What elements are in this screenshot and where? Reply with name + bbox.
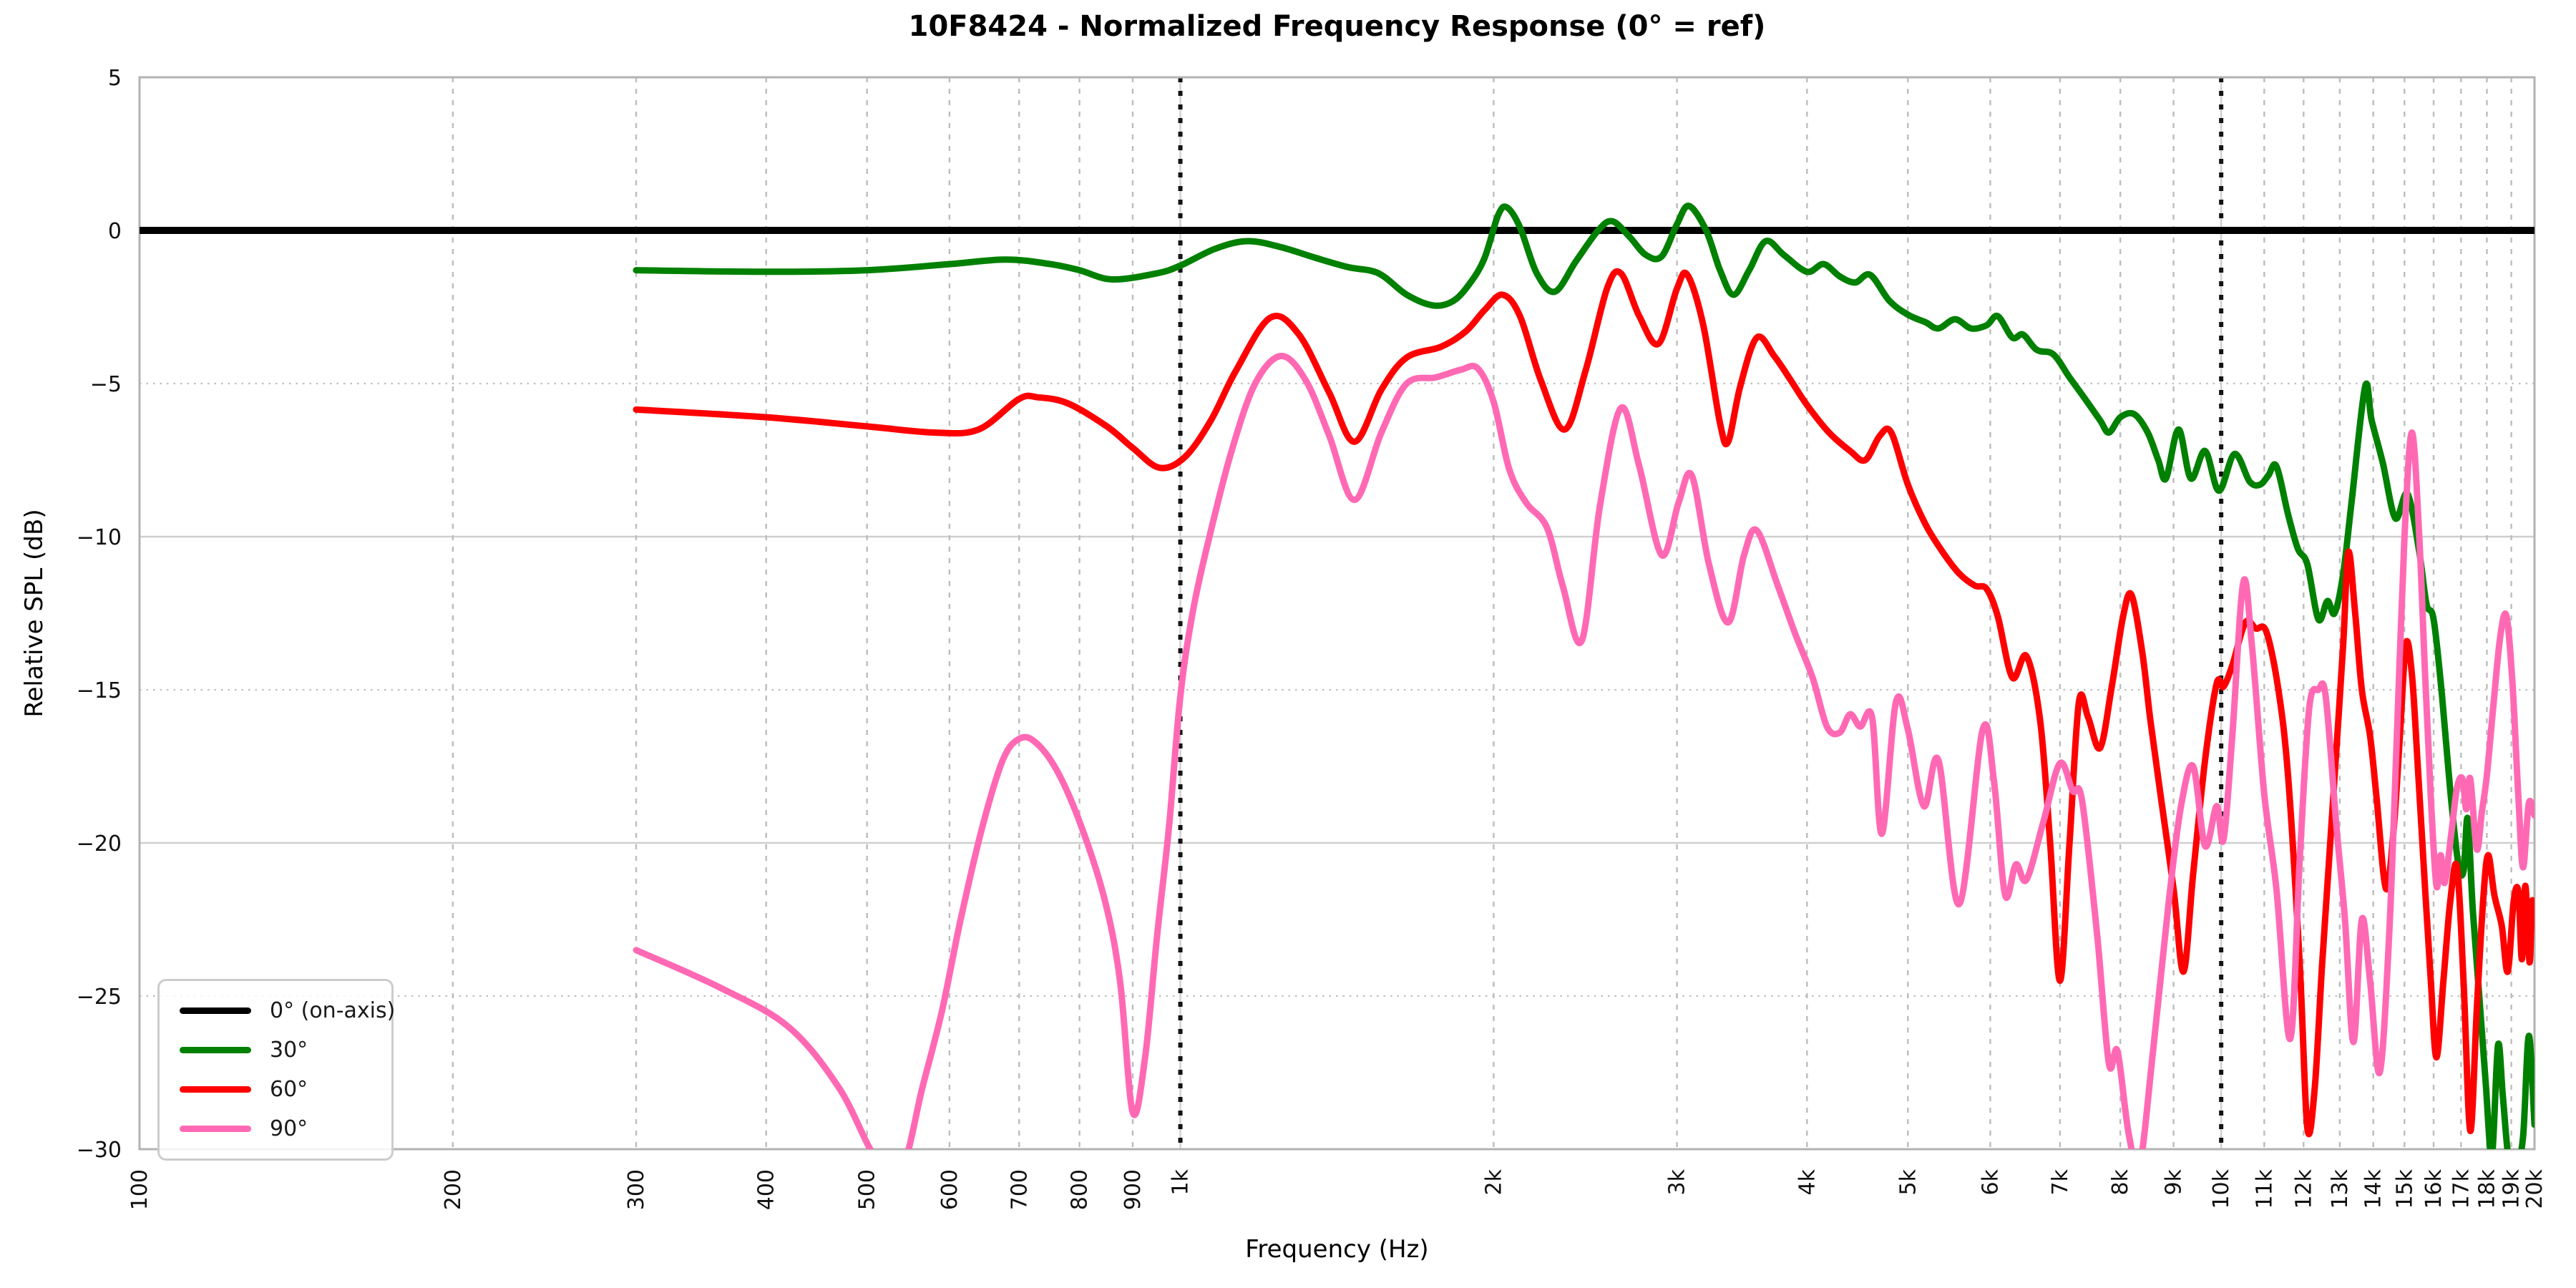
svg-text:18k: 18k	[2474, 1169, 2499, 1209]
svg-text:7k: 7k	[2048, 1169, 2073, 1195]
svg-text:−20: −20	[77, 831, 122, 857]
svg-text:20k: 20k	[2522, 1169, 2547, 1209]
legend-item: 60°	[180, 1077, 371, 1102]
legend-swatch-60deg	[180, 1086, 251, 1093]
svg-text:5k: 5k	[1896, 1169, 1921, 1195]
legend-swatch-0deg	[180, 1008, 251, 1014]
x-axis-label: Frequency (Hz)	[1245, 1235, 1429, 1264]
svg-text:14k: 14k	[2361, 1169, 2386, 1209]
svg-text:600: 600	[937, 1169, 962, 1210]
svg-text:2k: 2k	[1481, 1169, 1506, 1195]
svg-text:9k: 9k	[2162, 1169, 2187, 1195]
series-curve-1	[633, 203, 2534, 1149]
svg-text:3k: 3k	[1665, 1169, 1690, 1195]
svg-text:12k: 12k	[2291, 1169, 2316, 1209]
svg-text:400: 400	[754, 1169, 779, 1210]
svg-text:17k: 17k	[2449, 1169, 2474, 1209]
legend-item-label: 60°	[270, 1077, 308, 1102]
svg-text:500: 500	[855, 1169, 880, 1210]
svg-text:800: 800	[1068, 1169, 1093, 1210]
svg-text:19k: 19k	[2499, 1169, 2524, 1209]
legend-swatch-90deg	[180, 1126, 251, 1132]
series-curve-2	[633, 268, 2534, 1138]
svg-text:4k: 4k	[1795, 1169, 1820, 1195]
svg-text:700: 700	[1007, 1169, 1032, 1210]
svg-text:13k: 13k	[2328, 1169, 2353, 1209]
chart-title: 10F8424 - Normalized Frequency Response …	[908, 10, 1766, 43]
svg-text:11k: 11k	[2252, 1169, 2277, 1209]
svg-text:−30: −30	[77, 1138, 122, 1163]
legend-swatch-30deg	[180, 1047, 251, 1053]
legend-item-label: 30°	[270, 1038, 308, 1063]
series-curve-3	[633, 353, 2534, 1149]
svg-text:−10: −10	[77, 525, 122, 550]
legend: 0° (on-axis) 30° 60° 90°	[157, 979, 395, 1161]
legend-item: 90°	[180, 1116, 371, 1141]
svg-text:−5: −5	[90, 372, 122, 397]
svg-text:16k: 16k	[2421, 1169, 2446, 1209]
legend-item-label: 90°	[270, 1116, 308, 1141]
legend-item-label: 0° (on-axis)	[270, 998, 396, 1023]
svg-text:0: 0	[108, 219, 122, 244]
svg-text:1k: 1k	[1169, 1169, 1194, 1195]
svg-text:300: 300	[624, 1169, 649, 1210]
svg-text:900: 900	[1121, 1169, 1146, 1210]
svg-text:5: 5	[108, 66, 122, 91]
svg-text:15k: 15k	[2392, 1169, 2417, 1209]
legend-item: 30°	[180, 1038, 371, 1063]
svg-text:6k: 6k	[1978, 1169, 2003, 1195]
svg-text:8k: 8k	[2108, 1169, 2133, 1195]
svg-text:100: 100	[127, 1169, 152, 1210]
svg-text:200: 200	[441, 1169, 466, 1210]
legend-item: 0° (on-axis)	[180, 998, 395, 1023]
svg-text:10k: 10k	[2209, 1169, 2234, 1209]
svg-text:−25: −25	[77, 985, 122, 1010]
svg-text:−15: −15	[77, 678, 122, 703]
